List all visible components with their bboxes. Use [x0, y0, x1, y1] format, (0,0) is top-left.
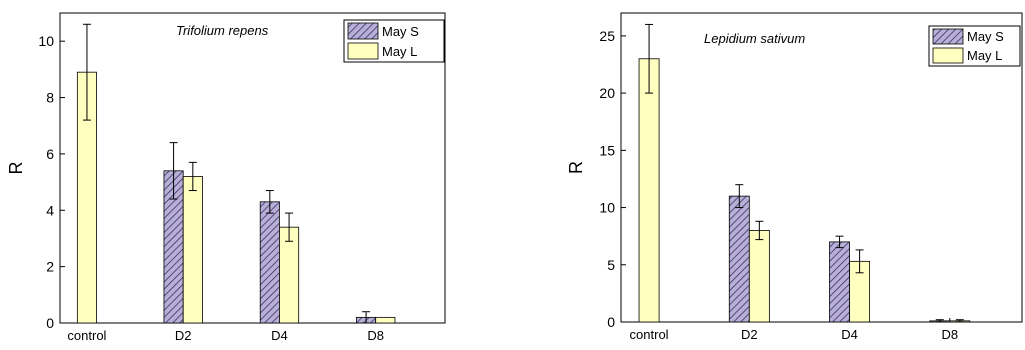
x-tick-label: control [67, 328, 106, 343]
y-tick-label: 6 [46, 146, 54, 162]
y-axis-label: R [6, 162, 26, 175]
plot-frame [59, 12, 446, 324]
y-axis-label: R [566, 161, 586, 174]
y-tick-label: 10 [38, 33, 54, 49]
x-tick-label: control [630, 327, 669, 342]
bar-may-l [375, 316, 396, 324]
y-tick-label: 0 [46, 315, 54, 331]
y-tick-label: 2 [46, 259, 54, 275]
species-annotation: Lepidium sativum [704, 31, 805, 46]
legend-swatch [347, 22, 379, 40]
bar-may-s [829, 241, 850, 323]
y-tick-label: 8 [46, 90, 54, 106]
y-tick-label: 15 [599, 142, 615, 158]
bar-may-s [259, 201, 280, 324]
bar-may-l [638, 58, 660, 323]
species-annotation: Trifolium repens [176, 23, 269, 38]
y-tick-label: 0 [607, 314, 615, 330]
x-tick-label: D4 [841, 327, 858, 342]
x-tick-label: D2 [741, 327, 758, 342]
legend-swatch [347, 42, 379, 60]
y-tick-label: 4 [46, 202, 54, 218]
bar-may-l [182, 176, 203, 324]
plot-frame [620, 12, 1023, 323]
x-tick-label: D4 [271, 328, 288, 343]
legend-label: May L [967, 48, 1002, 63]
legend-swatch [932, 47, 964, 64]
legend-label: May S [967, 29, 1004, 44]
y-tick-label: 10 [599, 200, 615, 216]
x-tick-label: D2 [175, 328, 192, 343]
x-tick-label: D8 [942, 327, 959, 342]
legend-label: May S [382, 24, 419, 39]
y-tick-label: 5 [607, 257, 615, 273]
legend-label: May L [382, 44, 417, 59]
x-tick-label: D8 [367, 328, 384, 343]
legend: May S May L [928, 25, 1021, 67]
bar-may-l [748, 230, 770, 323]
y-tick-label: 25 [599, 28, 615, 44]
legend: May S May L [343, 19, 445, 63]
bar-may-s [728, 195, 750, 323]
y-tick-label: 20 [599, 85, 615, 101]
legend-swatch [932, 28, 964, 45]
